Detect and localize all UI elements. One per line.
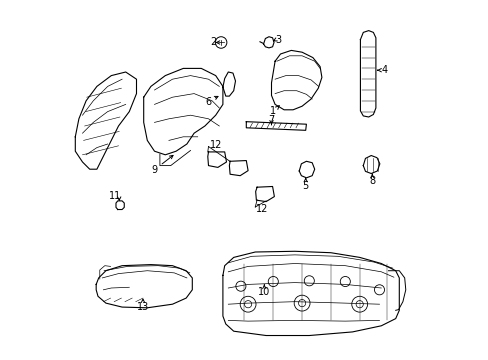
- Text: 3: 3: [275, 35, 281, 45]
- Text: 12: 12: [209, 140, 222, 150]
- Text: 1: 1: [269, 105, 275, 116]
- Text: 9: 9: [151, 165, 157, 175]
- Text: 12: 12: [255, 204, 267, 214]
- Text: 8: 8: [368, 176, 375, 186]
- Text: 13: 13: [137, 302, 149, 312]
- Text: 2: 2: [210, 37, 216, 48]
- Text: 10: 10: [258, 287, 270, 297]
- Text: 4: 4: [381, 65, 387, 75]
- Text: 11: 11: [108, 191, 121, 201]
- Text: 5: 5: [302, 181, 308, 191]
- Text: 7: 7: [268, 115, 274, 125]
- Text: 6: 6: [205, 96, 211, 107]
